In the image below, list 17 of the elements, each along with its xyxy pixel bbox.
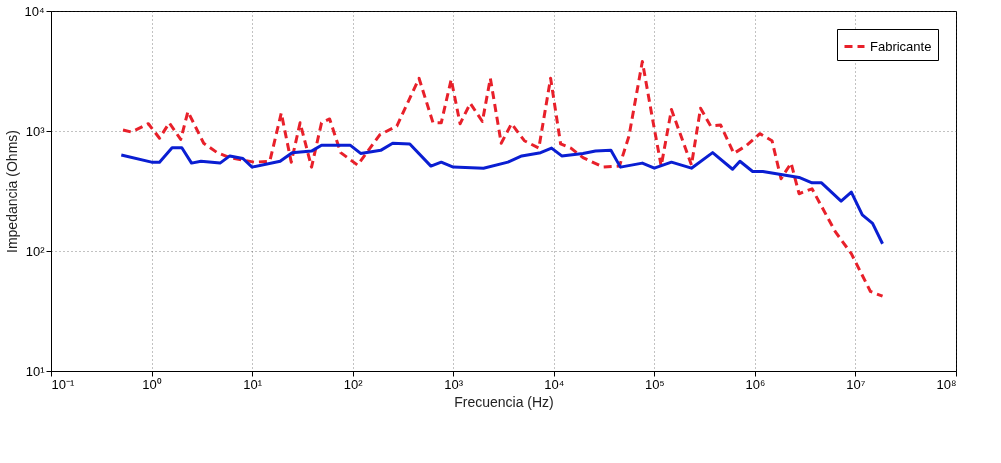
- y-tick-label: 10⁴: [24, 3, 45, 19]
- x-tick-label: 10⁶: [745, 376, 766, 392]
- x-tick-label: 10³: [444, 376, 464, 392]
- y-tick-label: 10¹: [25, 363, 46, 379]
- x-tick-label: 10⁷: [846, 376, 866, 392]
- y-axis-title: Impedancia (Ohms): [4, 130, 21, 253]
- legend-label: Fabricante: [870, 38, 932, 54]
- x-tick-label: 10⁴: [544, 376, 565, 392]
- x-tick-label: 10⁰: [142, 376, 162, 392]
- x-tick-label: 10⁸: [936, 376, 957, 392]
- x-tick-label: 10⁵: [644, 376, 665, 392]
- y-tick-label: 10³: [25, 123, 46, 139]
- x-tick-label: 10²: [343, 376, 364, 392]
- x-tick-label: 10¹: [243, 376, 263, 392]
- y-tick-label: 10²: [25, 243, 46, 259]
- x-tick-label: 10⁻¹: [51, 376, 75, 392]
- x-axis-title: Frecuencia (Hz): [454, 393, 554, 410]
